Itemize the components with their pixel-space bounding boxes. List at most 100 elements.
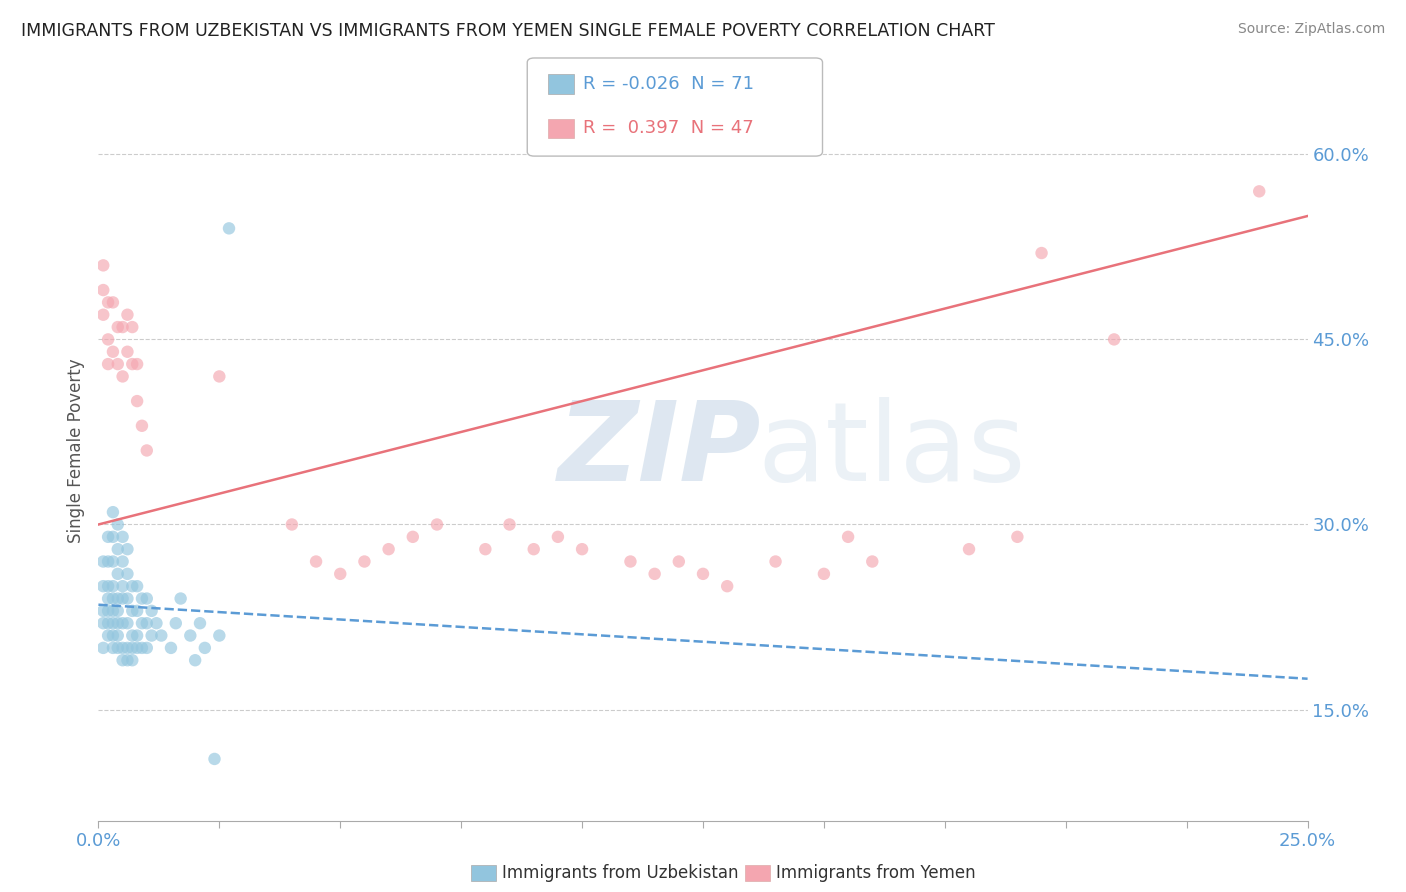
Point xyxy=(107,517,129,532)
Point xyxy=(97,616,120,631)
Point xyxy=(107,320,129,334)
Point xyxy=(111,320,134,334)
Point xyxy=(957,542,980,557)
Point xyxy=(194,640,217,655)
Text: Source: ZipAtlas.com: Source: ZipAtlas.com xyxy=(1237,22,1385,37)
Point xyxy=(101,344,124,359)
Point xyxy=(498,517,520,532)
Point xyxy=(135,616,157,631)
Point xyxy=(135,591,157,606)
Point xyxy=(135,443,157,458)
Point xyxy=(101,616,124,631)
Point xyxy=(111,579,134,593)
Point xyxy=(169,591,191,606)
Point xyxy=(716,579,738,593)
Point xyxy=(127,604,149,618)
Point xyxy=(111,369,134,384)
Point xyxy=(97,333,120,347)
Point xyxy=(150,629,173,643)
Text: R = -0.026  N = 71: R = -0.026 N = 71 xyxy=(583,75,755,93)
Point xyxy=(101,555,124,569)
Point xyxy=(111,530,134,544)
Point xyxy=(97,629,120,643)
Point xyxy=(111,616,134,631)
Point xyxy=(97,579,120,593)
Point xyxy=(127,357,149,371)
Point xyxy=(91,283,114,297)
Point xyxy=(121,320,143,334)
Text: atlas: atlas xyxy=(758,397,1026,504)
Point xyxy=(668,555,690,569)
Point xyxy=(107,357,129,371)
Point xyxy=(101,640,124,655)
Point xyxy=(111,555,134,569)
Point xyxy=(204,752,226,766)
Point xyxy=(1249,185,1271,199)
Point xyxy=(107,629,129,643)
Point xyxy=(127,579,149,593)
Point xyxy=(571,542,593,557)
Text: ZIP: ZIP xyxy=(558,397,762,504)
Point xyxy=(101,591,124,606)
Point xyxy=(281,517,304,532)
Point xyxy=(135,640,157,655)
Point xyxy=(117,542,139,557)
Point xyxy=(107,616,129,631)
Point xyxy=(91,555,114,569)
Point xyxy=(402,530,425,544)
Text: IMMIGRANTS FROM UZBEKISTAN VS IMMIGRANTS FROM YEMEN SINGLE FEMALE POVERTY CORREL: IMMIGRANTS FROM UZBEKISTAN VS IMMIGRANTS… xyxy=(21,22,995,40)
Point xyxy=(121,640,143,655)
Point xyxy=(97,591,120,606)
Point xyxy=(97,357,120,371)
Point xyxy=(111,591,134,606)
Text: R =  0.397  N = 47: R = 0.397 N = 47 xyxy=(583,120,754,137)
Point xyxy=(1007,530,1029,544)
Point xyxy=(97,295,120,310)
Point xyxy=(141,629,163,643)
Point xyxy=(117,308,139,322)
Point xyxy=(107,566,129,581)
Point xyxy=(107,640,129,655)
Point xyxy=(117,653,139,667)
Point xyxy=(117,566,139,581)
Point xyxy=(91,604,114,618)
Point xyxy=(91,259,114,273)
Point xyxy=(160,640,183,655)
Point xyxy=(644,566,666,581)
Point xyxy=(121,604,143,618)
Point xyxy=(188,616,211,631)
Point xyxy=(91,616,114,631)
Point xyxy=(131,591,153,606)
Point xyxy=(1102,333,1125,347)
Point xyxy=(127,640,149,655)
Point xyxy=(377,542,399,557)
Point xyxy=(165,616,187,631)
Point xyxy=(813,566,835,581)
Text: Immigrants from Yemen: Immigrants from Yemen xyxy=(776,864,976,882)
Point xyxy=(107,591,129,606)
Point xyxy=(353,555,375,569)
Point xyxy=(619,555,641,569)
Point xyxy=(218,221,240,235)
Point xyxy=(117,591,139,606)
Point xyxy=(101,530,124,544)
Y-axis label: Single Female Poverty: Single Female Poverty xyxy=(66,359,84,542)
Point xyxy=(208,629,231,643)
Point xyxy=(91,579,114,593)
Point xyxy=(141,604,163,618)
Point xyxy=(765,555,787,569)
Point xyxy=(97,530,120,544)
Point xyxy=(837,530,859,544)
Point xyxy=(523,542,546,557)
Point xyxy=(692,566,714,581)
Point xyxy=(474,542,496,557)
Point xyxy=(121,357,143,371)
Point xyxy=(107,542,129,557)
Point xyxy=(1031,246,1053,260)
Point xyxy=(121,629,143,643)
Point xyxy=(426,517,449,532)
Point xyxy=(101,505,124,519)
Point xyxy=(97,555,120,569)
Point xyxy=(107,604,129,618)
Point xyxy=(127,394,149,409)
